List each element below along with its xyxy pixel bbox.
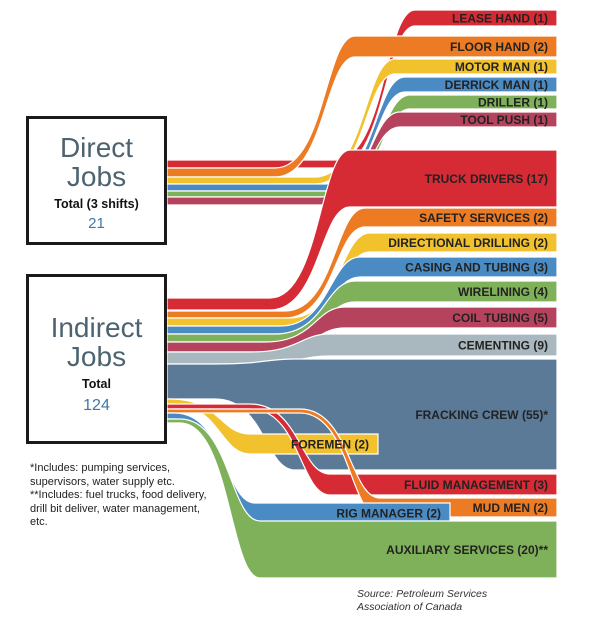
indirect-job-label-10: MUD MEN (2) <box>473 501 548 515</box>
direct-band-0 <box>166 9 558 169</box>
direct-job-label-3: DERRICK MAN (1) <box>445 78 548 92</box>
indirect-job-label-11: RIG MANAGER (2) <box>336 507 441 521</box>
direct-band-1 <box>166 35 558 178</box>
direct-job-label-1: FLOOR HAND (2) <box>450 40 548 54</box>
indirect-job-label-8-count: (2) <box>354 438 369 452</box>
indirect-job-label-9: FLUID MANAGEMENT (3) <box>404 478 548 492</box>
direct-job-label-4: DRILLER (1) <box>478 96 548 110</box>
indirect-job-label-11-count: (2) <box>426 507 441 521</box>
direct-job-label-1-count: (2) <box>533 40 548 54</box>
direct-job-label-4-name: DRILLER <box>478 96 533 110</box>
source-note: Source: Petroleum Services Association o… <box>357 588 487 614</box>
indirect-job-label-4-count: (4) <box>533 285 548 299</box>
indirect-job-label-1-count: (2) <box>533 211 548 225</box>
direct-job-label-3-count: (1) <box>533 78 548 92</box>
indirect-job-label-5: COIL TUBING (5) <box>452 311 548 325</box>
indirect-band-10 <box>166 408 558 518</box>
indirect-job-label-12: AUXILIARY SERVICES (20)** <box>386 543 548 557</box>
indirect-job-label-6: CEMENTING (9) <box>458 339 548 353</box>
direct-job-label-0-name: LEASE HAND <box>452 12 533 26</box>
indirect-jobs-title: Indirect Jobs <box>29 313 164 371</box>
indirect-job-label-5-count: (5) <box>533 311 548 325</box>
indirect-band-9 <box>166 403 558 496</box>
indirect-job-label-7-name: FRACKING CREW <box>415 408 522 422</box>
indirect-band-1 <box>166 207 558 319</box>
indirect-job-label-0-count: (17) <box>527 172 548 186</box>
indirect-jobs-count: 124 <box>83 397 110 414</box>
indirect-job-label-2-name: DIRECTIONAL DRILLING <box>388 236 533 250</box>
direct-job-label-2-count: (1) <box>533 60 548 74</box>
indirect-job-label-9-name: FLUID MANAGEMENT <box>404 478 533 492</box>
indirect-job-label-9-count: (3) <box>533 478 548 492</box>
footnote-2: **Includes: fuel trucks, food delivery, … <box>30 489 207 528</box>
indirect-job-label-12-name: AUXILIARY SERVICES <box>386 543 517 557</box>
indirect-job-label-1: SAFETY SERVICES (2) <box>419 211 548 225</box>
indirect-job-label-8: FOREMEN (2) <box>291 438 369 452</box>
direct-jobs-title: Direct Jobs <box>29 133 164 191</box>
footnote-1: *Includes: pumping services, supervisors… <box>30 462 175 488</box>
indirect-job-label-6-name: CEMENTING <box>458 339 533 353</box>
indirect-band-0 <box>166 149 558 311</box>
direct-job-label-0: LEASE HAND (1) <box>452 12 548 26</box>
direct-job-label-3-name: DERRICK MAN <box>445 78 534 92</box>
direct-job-label-2: MOTOR MAN (1) <box>455 60 548 74</box>
flow-labels: LEASE HAND (1)FLOOR HAND (2)MOTOR MAN (1… <box>291 12 548 558</box>
indirect-job-label-3-count: (3) <box>533 261 548 275</box>
indirect-jobs-box: Indirect Jobs Total 124 <box>26 274 167 444</box>
direct-job-label-2-name: MOTOR MAN <box>455 60 533 74</box>
footnotes: *Includes: pumping services, supervisors… <box>30 462 220 530</box>
indirect-job-label-2-count: (2) <box>533 236 548 250</box>
direct-job-label-5: TOOL PUSH (1) <box>460 113 548 127</box>
direct-job-label-0-count: (1) <box>533 12 548 26</box>
indirect-job-label-11-name: RIG MANAGER <box>336 507 426 521</box>
indirect-job-label-6-count: (9) <box>533 339 548 353</box>
indirect-title-line2: Jobs <box>66 341 127 372</box>
indirect-job-label-10-name: MUD MEN <box>473 501 534 515</box>
indirect-job-label-5-name: COIL TUBING <box>452 311 533 325</box>
indirect-job-label-7-count: (55)* <box>522 408 548 422</box>
direct-jobs-count: 21 <box>88 215 105 232</box>
indirect-job-label-3-name: CASING AND TUBING <box>405 261 533 275</box>
direct-job-label-4-count: (1) <box>533 96 548 110</box>
indirect-job-label-0: TRUCK DRIVERS (17) <box>425 172 548 186</box>
direct-jobs-box: Direct Jobs Total (3 shifts) 21 <box>26 116 167 245</box>
source-line-1: Source: Petroleum Services <box>357 588 488 600</box>
source-line-2: Association of Canada <box>357 601 463 613</box>
indirect-band-12 <box>166 418 558 579</box>
indirect-job-label-12-count: (20)** <box>517 543 548 557</box>
direct-jobs-label: Total (3 shifts) <box>54 197 139 211</box>
direct-title-line2: Jobs <box>66 161 127 192</box>
flow-bands <box>166 9 558 579</box>
direct-job-label-5-name: TOOL PUSH <box>460 113 533 127</box>
indirect-job-label-4-name: WIRELINING <box>458 285 533 299</box>
indirect-title-line1: Indirect <box>50 312 143 343</box>
indirect-job-label-3: CASING AND TUBING (3) <box>405 261 548 275</box>
direct-job-label-5-count: (1) <box>533 113 548 127</box>
indirect-job-label-7: FRACKING CREW (55)* <box>415 408 548 422</box>
indirect-job-label-4: WIRELINING (4) <box>458 285 548 299</box>
indirect-job-label-0-name: TRUCK DRIVERS <box>425 172 527 186</box>
indirect-job-label-10-count: (2) <box>533 501 548 515</box>
indirect-job-label-2: DIRECTIONAL DRILLING (2) <box>388 236 548 250</box>
direct-job-label-1-name: FLOOR HAND <box>450 40 533 54</box>
indirect-jobs-label: Total <box>82 377 111 391</box>
direct-title-line1: Direct <box>59 132 134 163</box>
indirect-job-label-1-name: SAFETY SERVICES <box>419 211 533 225</box>
indirect-job-label-8-name: FOREMEN <box>291 438 354 452</box>
